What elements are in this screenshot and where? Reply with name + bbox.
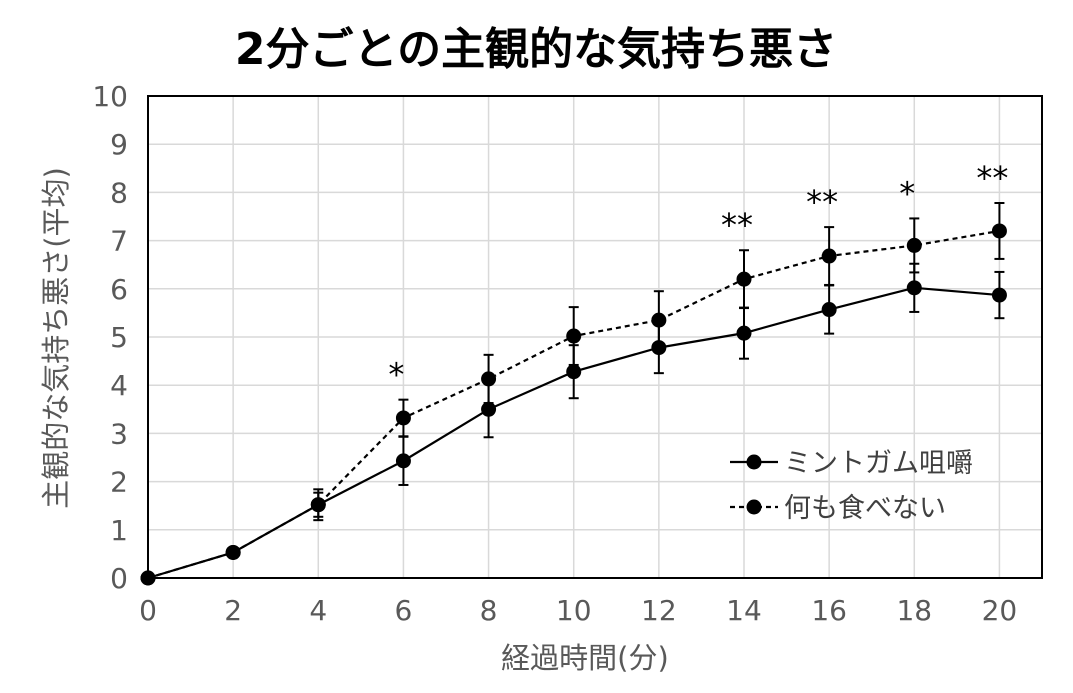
y-tick-label: 3 [110, 417, 128, 450]
x-tick-label: 16 [811, 594, 847, 627]
y-tick-label: 8 [110, 176, 128, 209]
data-point [395, 410, 411, 426]
data-point [821, 248, 837, 264]
x-tick-label: 18 [896, 594, 932, 627]
data-point [736, 325, 752, 341]
y-tick-label: 2 [110, 466, 128, 499]
data-point [481, 401, 497, 417]
y-tick-label: 4 [110, 369, 128, 402]
data-point [651, 312, 667, 328]
x-tick-label: 0 [139, 594, 157, 627]
y-tick-label: 0 [110, 562, 128, 595]
legend-label: 何も食べない [784, 493, 946, 524]
data-point [906, 280, 922, 296]
significance-mark: ** [976, 159, 1008, 197]
x-tick-label: 4 [309, 594, 327, 627]
data-point [310, 497, 326, 513]
y-tick-label: 6 [110, 273, 128, 306]
y-axis-title: 主観的な気持ち悪さ(平均) [39, 167, 73, 509]
series-2 [140, 202, 1007, 586]
data-point [991, 223, 1007, 239]
significance-mark: ** [721, 206, 753, 244]
x-tick-label: 2 [224, 594, 242, 627]
legend-marker [746, 454, 762, 470]
data-point [821, 302, 837, 318]
y-axis: 0 1 2 3 4 5 6 7 8 9 10 [92, 80, 128, 595]
data-point [906, 237, 922, 253]
data-point [736, 271, 752, 287]
x-tick-label: 10 [556, 594, 592, 627]
data-point [566, 328, 582, 344]
x-tick-label: 14 [726, 594, 762, 627]
data-point [140, 570, 156, 586]
x-tick-label: 12 [641, 594, 677, 627]
plot-area-border [147, 95, 1043, 579]
y-tick-label: 10 [92, 80, 128, 113]
data-point [991, 287, 1007, 303]
data-point [566, 364, 582, 380]
y-tick-label: 1 [110, 514, 128, 547]
significance-marks: ***** * ** [388, 159, 1008, 394]
significance-mark: * [899, 174, 915, 212]
x-tick-label: 6 [395, 594, 413, 627]
chart-title: 2分ごとの主観的な気持ち悪さ [235, 24, 837, 75]
x-axis-title: 経過時間(分) [501, 641, 669, 675]
data-point [481, 371, 497, 387]
legend-label: ミントガム咀嚼 [784, 448, 973, 479]
significance-mark: ** [806, 183, 838, 221]
data-point [395, 453, 411, 469]
legend-marker [746, 499, 762, 515]
data-point [225, 544, 241, 560]
x-axis: 0 2 4 6 8 10 12 14 16 18 20 [139, 594, 1017, 627]
y-tick-label: 7 [110, 225, 128, 258]
x-tick-label: 8 [480, 594, 498, 627]
significance-mark: * [388, 356, 404, 394]
y-tick-label: 9 [110, 128, 128, 161]
x-tick-label: 20 [982, 594, 1018, 627]
series-layer [140, 202, 1007, 586]
y-tick-label: 5 [110, 321, 128, 354]
